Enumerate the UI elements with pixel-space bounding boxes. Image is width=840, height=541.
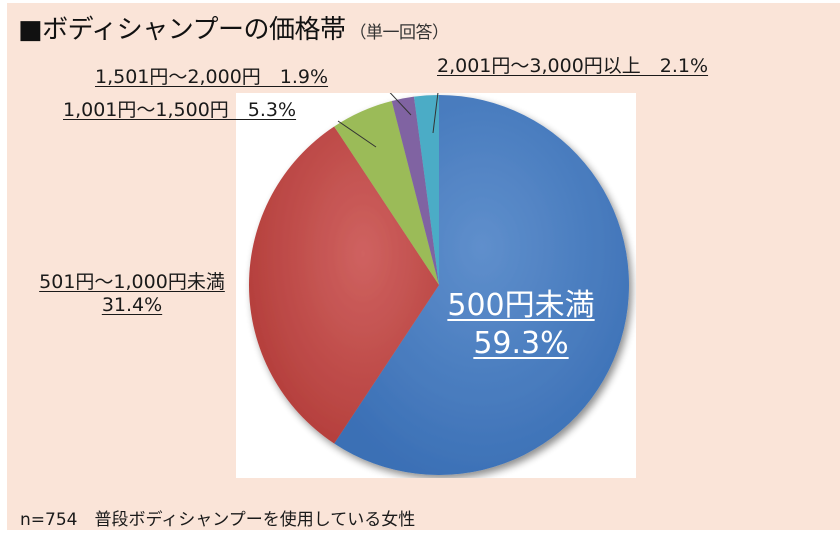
label-2001-3000: 2,001円～3,000円以上 2.1% — [437, 55, 709, 77]
sample-note: n=754 普段ボディシャンプーを使用している女性 — [20, 510, 416, 530]
slice-under-500 — [334, 95, 629, 475]
title-subtitle: （単一回答） — [349, 23, 449, 43]
title-main: ■ボディシャンプーの価格帯 — [18, 15, 346, 45]
label-under-500-value: 59.3% — [473, 326, 569, 361]
label-1001-1500: 1,001円～1,500円 5.3% — [63, 99, 297, 121]
label-under-500-category: 500円未満 — [447, 288, 595, 323]
label-501-1000: 501円～1,000円未満 31.4% — [22, 271, 242, 317]
slice-1501-2000 — [391, 96, 439, 285]
label-under-500: 500円未満 59.3% — [431, 287, 611, 363]
plot-area: 500円未満 59.3% — [236, 93, 636, 478]
chart-title: ■ボディシャンプーの価格帯 （単一回答） — [18, 9, 449, 46]
label-501-1000-value: 31.4% — [101, 294, 163, 316]
slice-501-1000 — [248, 126, 439, 444]
pie-chart — [248, 93, 629, 475]
slice-1001-1500 — [334, 100, 439, 285]
label-1501-2000: 1,501円～2,000円 1.9% — [95, 66, 329, 88]
leader-lines — [337, 93, 439, 148]
pie-slices — [248, 95, 629, 475]
label-501-1000-category: 501円～1,000円未満 — [39, 271, 225, 293]
slice-2001-3000 — [414, 95, 439, 285]
